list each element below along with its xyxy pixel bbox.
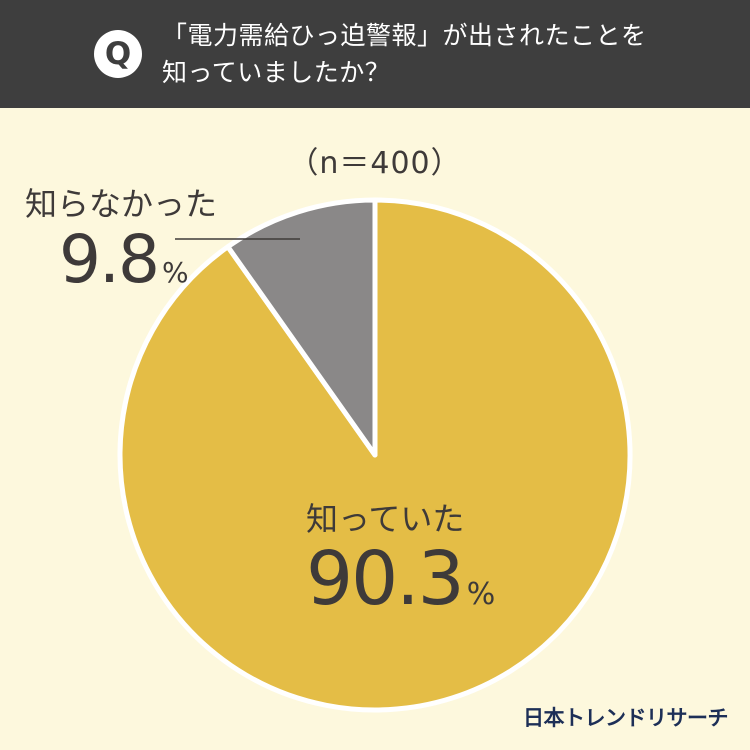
slice-name-known: 知っていた bbox=[306, 500, 465, 538]
question-line-1: 「電力需給ひっ迫警報」が出されたことを bbox=[162, 21, 647, 50]
pie-slice-unknown bbox=[225, 197, 378, 458]
slice-value-known: 90.3 bbox=[306, 536, 465, 622]
percent-sign-unknown: % bbox=[161, 256, 189, 289]
question-badge: Q bbox=[94, 30, 142, 78]
brand-logo: 日本トレンドリサーチ bbox=[523, 706, 729, 730]
slice-value-unknown: 9.8 bbox=[59, 221, 160, 298]
slice-label-unknown: 知らなかった 9.8% bbox=[25, 185, 217, 297]
sample-size: （n＝400） bbox=[288, 146, 462, 181]
question-line-2: 知っていましたか？ bbox=[162, 58, 391, 87]
slice-name-unknown: 知らなかった bbox=[25, 185, 218, 223]
question-header: Q 「電力需給ひっ迫警報」が出されたことを 知っていましたか？ bbox=[0, 0, 750, 108]
percent-sign-known: % bbox=[466, 577, 496, 612]
slice-label-known: 知っていた 90.3% bbox=[306, 500, 495, 620]
question-text: 「電力需給ひっ迫警報」が出されたことを 知っていましたか？ bbox=[162, 17, 722, 91]
